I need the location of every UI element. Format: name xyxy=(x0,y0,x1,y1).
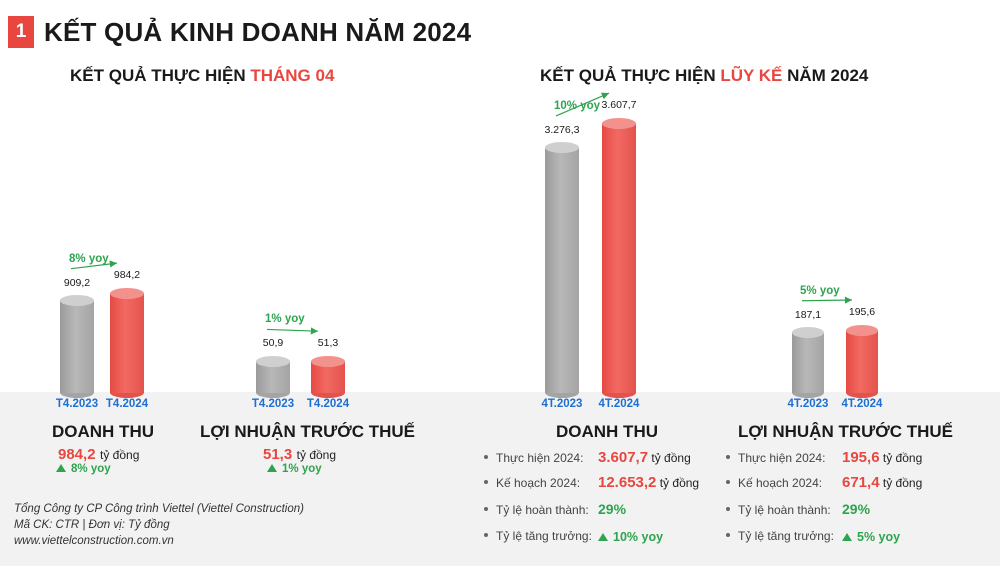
bar-t4-2024-chart-1 xyxy=(110,287,144,399)
cumulative-profit-row-label: Thực hiện 2024: xyxy=(726,451,825,465)
monthly-profit-value: 51,3 xyxy=(263,446,293,463)
growth-arrow-icon xyxy=(801,296,853,304)
cumulative-profit-title: LỢI NHUẬN TRƯỚC THUẾ xyxy=(738,422,953,441)
up-triangle-icon xyxy=(842,533,852,541)
cumulative-revenue-row-label: Thực hiện 2024: xyxy=(484,451,583,465)
bullet-icon xyxy=(726,507,730,511)
category-label: T4.2023 xyxy=(55,398,99,410)
summary-band xyxy=(0,392,1000,566)
cumulative-revenue-row-value: 10% yoy xyxy=(598,528,663,546)
cumulative-section-title-suffix: NĂM 2024 xyxy=(782,66,869,85)
bar-t4-2023-chart-1 xyxy=(60,295,94,399)
bullet-icon xyxy=(726,533,730,537)
up-triangle-icon xyxy=(267,464,277,472)
growth-label: 8% yoy xyxy=(69,252,109,265)
cumulative-revenue-row-label: Tỷ lệ hoàn thành: xyxy=(484,503,589,517)
bullet-icon xyxy=(726,480,730,484)
cumulative-profit-row-value: 195,6 tỷ đồng xyxy=(842,449,923,466)
monthly-revenue-unit: tỷ đồng xyxy=(100,448,140,462)
monthly-revenue-yoy: 8% yoy xyxy=(56,463,111,475)
value-label: 187,1 xyxy=(794,308,822,321)
cumulative-profit-row-value: 5% yoy xyxy=(842,528,900,546)
value-label: 50,9 xyxy=(262,337,284,350)
value-label: 3.607,7 xyxy=(601,99,637,112)
value-label: 909,2 xyxy=(63,276,91,289)
value-label: 984,2 xyxy=(113,269,141,282)
monthly-revenue-value-line: 984,2 tỷ đồng xyxy=(58,446,139,464)
cumulative-revenue-row-value: 29% xyxy=(598,501,627,517)
category-label: T4.2024 xyxy=(105,398,149,410)
value-label: 195,6 xyxy=(848,306,876,319)
up-triangle-icon xyxy=(598,533,608,541)
bullet-icon xyxy=(484,455,488,459)
up-triangle-icon xyxy=(56,464,66,472)
monthly-profit-title: LỢI NHUẬN TRƯỚC THUẾ xyxy=(200,422,415,441)
bullet-icon xyxy=(484,507,488,511)
cumulative-revenue-row-value: 3.607,7 tỷ đồng xyxy=(598,449,691,466)
bullet-icon xyxy=(726,455,730,459)
cumulative-profit-row-label: Tỷ lệ tăng trưởng: xyxy=(726,529,834,543)
section-number-badge: 1 xyxy=(8,16,34,48)
monthly-section-title-highlight: THÁNG 04 xyxy=(250,66,335,85)
bar-4t-2024-chart-4 xyxy=(846,324,878,399)
monthly-profit-value-line: 51,3 tỷ đồng xyxy=(263,446,336,464)
bullet-icon xyxy=(484,533,488,537)
category-label: T4.2023 xyxy=(251,398,295,410)
growth-label: 10% yoy xyxy=(554,99,601,112)
category-label: 4T.2024 xyxy=(598,398,640,410)
cumulative-revenue-row-value: 12.653,2 tỷ đồng xyxy=(598,474,700,491)
monthly-profit-unit: tỷ đồng xyxy=(296,448,337,462)
bar-4t-2023-chart-3 xyxy=(545,142,579,399)
value-label: 3.276,3 xyxy=(544,123,580,136)
cumulative-profit-row-label: Kế hoạch 2024: xyxy=(726,476,822,490)
cumulative-section-title-highlight: LŨY KẾ xyxy=(720,66,783,85)
footer-company: Tổng Công ty CP Công trình Viettel (Viet… xyxy=(14,503,304,515)
page-title: KẾT QUẢ KINH DOANH NĂM 2024 xyxy=(44,17,472,47)
value-label: 51,3 xyxy=(317,337,339,350)
cumulative-section-title-prefix: KẾT QUẢ THỰC HIỆN xyxy=(540,66,721,85)
footer-info: Tổng Công ty CP Công trình Viettel (Viet… xyxy=(14,501,304,549)
monthly-revenue-title: DOANH THU xyxy=(52,422,154,441)
cumulative-section-title: KẾT QUẢ THỰC HIỆN LŨY KẾ NĂM 2024 xyxy=(540,66,868,86)
growth-arrow-icon xyxy=(266,327,319,335)
monthly-section-title-prefix: KẾT QUẢ THỰC HIỆN xyxy=(70,66,251,85)
footer-website: www.viettelconstruction.com.vn xyxy=(14,535,174,547)
bar-t4-2024-chart-2 xyxy=(311,355,345,399)
cumulative-revenue-row-label: Kế hoạch 2024: xyxy=(484,476,580,490)
cumulative-revenue-row-label: Tỷ lệ tăng trưởng: xyxy=(484,529,592,543)
growth-label: 1% yoy xyxy=(265,313,305,326)
bullet-icon xyxy=(484,480,488,484)
growth-label: 5% yoy xyxy=(800,284,840,297)
bar-t4-2023-chart-2 xyxy=(256,355,290,399)
category-label: 4T.2023 xyxy=(541,398,583,410)
category-label: T4.2024 xyxy=(306,398,350,410)
category-label: 4T.2024 xyxy=(841,398,883,410)
monthly-section-title: KẾT QUẢ THỰC HIỆN THÁNG 04 xyxy=(70,66,334,86)
cumulative-profit-row-value: 671,4 tỷ đồng xyxy=(842,474,923,491)
bar-4t-2023-chart-4 xyxy=(792,327,824,399)
cumulative-revenue-title: DOANH THU xyxy=(556,422,658,441)
cumulative-profit-row-label: Tỷ lệ hoàn thành: xyxy=(726,503,831,517)
monthly-profit-yoy: 1% yoy xyxy=(267,463,322,475)
cumulative-profit-row-value: 29% xyxy=(842,501,871,517)
footer-ticker-unit: Mã CK: CTR | Đơn vị: Tỷ đồng xyxy=(14,519,170,531)
category-label: 4T.2023 xyxy=(787,398,829,410)
bar-4t-2024-chart-3 xyxy=(602,117,636,399)
monthly-revenue-yoy-text: 8% yoy xyxy=(71,463,111,475)
monthly-profit-yoy-text: 1% yoy xyxy=(282,463,322,475)
monthly-revenue-value: 984,2 xyxy=(58,446,96,463)
